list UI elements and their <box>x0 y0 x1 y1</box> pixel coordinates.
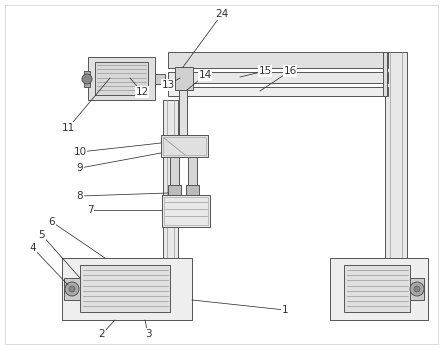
Bar <box>186 185 199 195</box>
Bar <box>179 90 187 135</box>
Bar <box>80 265 170 312</box>
Bar <box>163 100 178 292</box>
Bar <box>385 52 407 292</box>
Bar <box>175 67 193 90</box>
Bar <box>164 197 208 225</box>
Text: 24: 24 <box>215 9 229 19</box>
Bar <box>170 157 179 195</box>
Bar <box>168 87 388 96</box>
Text: 1: 1 <box>282 305 288 315</box>
Bar <box>344 265 410 312</box>
Bar <box>188 157 197 195</box>
Text: 9: 9 <box>77 163 83 173</box>
Text: 8: 8 <box>77 191 83 201</box>
Bar <box>410 278 424 300</box>
Text: 5: 5 <box>39 230 45 240</box>
Bar <box>163 137 206 155</box>
Text: 3: 3 <box>145 329 152 339</box>
Circle shape <box>414 286 420 292</box>
Circle shape <box>82 74 92 84</box>
Text: 6: 6 <box>49 217 55 227</box>
Text: 10: 10 <box>74 147 86 157</box>
Text: 14: 14 <box>198 70 212 80</box>
Circle shape <box>69 286 75 292</box>
Text: 13: 13 <box>161 80 175 90</box>
Bar <box>62 258 192 320</box>
Bar <box>168 185 181 195</box>
Bar <box>64 278 80 300</box>
Circle shape <box>410 282 424 296</box>
Text: 4: 4 <box>30 243 36 253</box>
Text: 7: 7 <box>87 205 93 215</box>
Text: 16: 16 <box>284 66 297 76</box>
Text: 15: 15 <box>258 66 272 76</box>
Text: 11: 11 <box>62 123 74 133</box>
Bar <box>168 72 388 83</box>
Bar <box>168 52 388 68</box>
Bar <box>330 258 428 320</box>
Bar <box>161 135 208 157</box>
Bar <box>162 195 210 227</box>
Text: 12: 12 <box>136 87 148 97</box>
Text: 2: 2 <box>99 329 105 339</box>
Bar <box>383 52 387 96</box>
Bar <box>84 71 90 87</box>
Bar <box>88 57 155 100</box>
Bar <box>95 62 148 95</box>
Circle shape <box>65 282 79 296</box>
Bar <box>155 74 165 84</box>
